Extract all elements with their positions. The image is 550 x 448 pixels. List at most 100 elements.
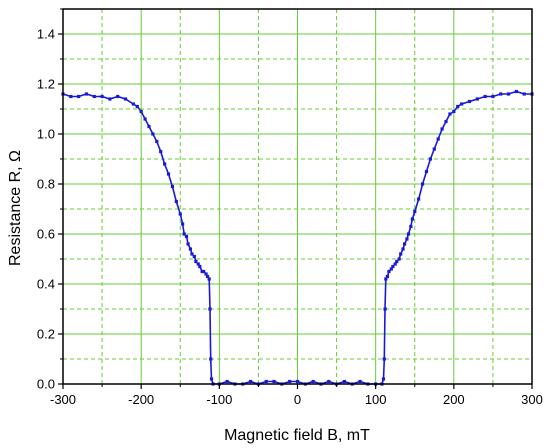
y-tick-label: 0.4: [37, 277, 55, 292]
x-tick-label: 300: [521, 392, 543, 407]
data-point: [174, 199, 178, 204]
data-point: [514, 89, 518, 94]
data-point: [399, 252, 403, 256]
data-point: [182, 232, 186, 236]
data-point: [264, 379, 268, 384]
x-tick-label: 200: [443, 392, 465, 407]
data-point: [190, 252, 194, 256]
x-tick-label: -200: [128, 392, 154, 407]
tick-layer: -300 -200 -100 0 100 200 300 0.0 0.2 0.4 0.6 0.8 1.0…: [37, 8, 543, 407]
data-point: [483, 94, 487, 99]
y-tick-label: 0.2: [37, 327, 55, 342]
data-point: [295, 379, 300, 384]
data-point: [499, 92, 503, 96]
data-point: [383, 307, 387, 311]
x-tick-label: -100: [206, 392, 232, 407]
data-point: [69, 94, 73, 99]
x-tick-label: 100: [365, 392, 387, 407]
data-point: [151, 132, 155, 136]
data-point: [196, 262, 200, 266]
data-point: [288, 379, 292, 384]
data-point: [249, 379, 253, 384]
data-point: [382, 357, 386, 361]
data-point: [358, 379, 362, 384]
data-point: [410, 217, 415, 221]
data-point: [192, 254, 196, 259]
data-point: [391, 264, 395, 269]
data-point: [123, 97, 128, 101]
data-point: [143, 117, 147, 121]
data-point: [406, 232, 411, 236]
data-point: [100, 94, 104, 99]
y-tick-label: 0.8: [37, 177, 55, 192]
data-point: [395, 259, 399, 264]
data-point: [405, 237, 409, 241]
data-point: [424, 169, 429, 174]
data-point: [202, 269, 206, 274]
data-point: [432, 147, 436, 151]
data-point: [186, 242, 190, 246]
data-point: [413, 209, 417, 214]
data-point: [385, 274, 389, 279]
x-axis-label: Magnetic field B, mT: [224, 427, 370, 444]
data-point: [147, 124, 151, 129]
grid-layer: [62, 9, 533, 385]
data-point: [131, 102, 135, 106]
data-point: [448, 112, 452, 116]
data-point: [92, 94, 96, 99]
data-point: [188, 247, 193, 251]
data-point: [491, 94, 495, 99]
data-point: [467, 99, 472, 104]
data-point: [522, 92, 526, 96]
data-point: [166, 172, 171, 176]
data-point: [116, 94, 120, 99]
data-point: [159, 149, 163, 154]
y-tick-label: 0.0: [37, 377, 55, 392]
x-tick-label: 0: [294, 392, 301, 407]
data-point: [420, 182, 425, 186]
data-point: [428, 157, 432, 161]
y-tick-label: 1.0: [37, 127, 55, 142]
data-point: [272, 379, 276, 384]
data-point: [384, 277, 388, 281]
data-point: [180, 222, 185, 226]
data-point: [460, 102, 464, 106]
data-point: [208, 307, 212, 311]
data-point: [108, 97, 112, 101]
data-point: [401, 247, 405, 251]
data-point: [475, 97, 479, 101]
data-point: [452, 109, 456, 114]
y-tick-label: 1.2: [37, 77, 55, 92]
data-point: [417, 197, 421, 201]
data-point: [184, 234, 189, 239]
y-tick-label: 1.4: [37, 27, 55, 42]
data-point: [387, 269, 391, 274]
data-point: [198, 264, 202, 269]
data-point: [506, 92, 511, 96]
y-tick-label: 0.6: [37, 227, 55, 242]
data-point: [209, 357, 213, 361]
data-point: [393, 262, 397, 266]
data-point: [194, 259, 198, 264]
y-axis-label: Resistance R, Ω: [7, 150, 24, 266]
data-point: [389, 267, 393, 271]
data-point: [135, 104, 139, 109]
data-point: [436, 137, 440, 141]
data-point: [84, 92, 89, 96]
data-point: [209, 377, 214, 381]
data-point: [311, 379, 315, 384]
data-point: [225, 379, 229, 384]
data-point: [397, 257, 401, 261]
x-tick-label: -300: [50, 392, 76, 407]
data-point: [178, 212, 182, 216]
data-point: [155, 139, 159, 144]
data-point: [327, 379, 331, 384]
data-point: [204, 272, 208, 276]
data-point: [440, 127, 444, 131]
data-point: [456, 104, 460, 109]
data-point: [139, 109, 143, 114]
data-point: [409, 224, 413, 229]
data-point: [77, 94, 81, 99]
data-point: [381, 377, 386, 381]
